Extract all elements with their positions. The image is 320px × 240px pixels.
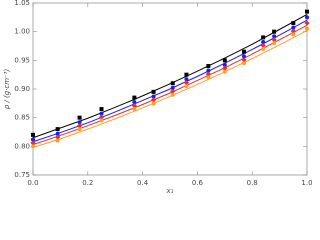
data-point — [272, 41, 277, 46]
y-tick-label: 1.00 — [14, 28, 30, 36]
data-point — [170, 88, 176, 94]
data-point — [55, 138, 60, 143]
y-tick-label: 0.85 — [14, 114, 30, 122]
data-point — [77, 120, 82, 125]
data-point — [184, 72, 189, 77]
data-point — [132, 100, 137, 105]
data-point — [77, 115, 82, 120]
data-point — [241, 57, 247, 63]
data-point — [206, 68, 211, 73]
data-point — [184, 84, 189, 89]
data-point — [31, 132, 35, 137]
data-point — [260, 42, 266, 49]
x-tick-label: 0.0 — [27, 179, 38, 187]
series-line — [32, 14, 308, 139]
data-point — [290, 28, 296, 34]
data-point — [31, 137, 35, 142]
data-point — [132, 95, 137, 100]
data-point — [305, 26, 309, 31]
data-point — [99, 118, 104, 123]
data-point — [30, 140, 36, 146]
data-point — [55, 131, 60, 136]
data-point — [151, 101, 156, 106]
data-point — [183, 80, 190, 86]
data-point — [99, 111, 104, 116]
data-point — [272, 34, 277, 39]
x-axis-label: x₁ — [166, 187, 174, 195]
data-point — [151, 94, 156, 99]
data-point — [205, 71, 211, 77]
y-tick-label: 0.80 — [14, 142, 30, 150]
data-point — [241, 61, 246, 66]
y-tick-label: 0.90 — [14, 85, 30, 93]
data-point — [304, 20, 310, 26]
data-point — [31, 144, 35, 149]
data-point — [170, 81, 175, 86]
y-tick-label: 1.05 — [14, 0, 30, 7]
data-point — [305, 9, 309, 14]
x-tick-label: 0.8 — [247, 179, 258, 187]
data-point — [206, 75, 211, 80]
y-tick-label: 0.75 — [14, 171, 30, 179]
data-point — [241, 49, 246, 54]
data-point — [184, 77, 189, 82]
x-tick-label: 1.0 — [301, 179, 312, 187]
data-point — [261, 39, 266, 44]
chart: x₁ ρ / (g·cm⁻³) 0.0 0.2 0.4 0.6 0.8 1.0 0.75 0.… — [3, 0, 312, 195]
data-point — [222, 58, 227, 63]
data-point — [261, 46, 266, 51]
data-point — [131, 103, 137, 109]
data-point — [291, 32, 296, 37]
data-point — [305, 15, 309, 20]
data-point — [291, 21, 296, 26]
data-point — [291, 25, 296, 30]
data-point — [151, 89, 156, 94]
data-point — [55, 134, 61, 140]
data-point — [222, 65, 228, 71]
x-tick-label: 0.4 — [137, 179, 149, 187]
page: x₁ ρ / (g·cm⁻³) 0.0 0.2 0.4 0.6 0.8 1.0 0.75 0.… — [3, 0, 312, 195]
data-point — [99, 107, 104, 112]
data-point — [132, 107, 137, 112]
data-point — [55, 127, 60, 132]
x-tick-label: 0.2 — [82, 179, 93, 187]
series-line — [32, 30, 308, 148]
data-point — [76, 123, 83, 129]
data-point — [271, 37, 277, 43]
data-point — [272, 29, 277, 34]
data-point — [241, 54, 246, 59]
data-point — [170, 92, 175, 97]
data-point — [77, 127, 82, 132]
series-line — [32, 24, 308, 146]
data-point — [222, 69, 227, 74]
x-tick-label: 0.6 — [192, 179, 204, 187]
data-point — [170, 85, 175, 90]
data-point — [206, 64, 211, 69]
data-point — [261, 35, 266, 40]
data-point — [222, 62, 227, 67]
y-axis-label: ρ / (g·cm⁻³) — [3, 68, 11, 109]
data-point — [150, 97, 157, 103]
data-point — [98, 114, 105, 120]
y-tick-label: 0.95 — [14, 56, 30, 64]
